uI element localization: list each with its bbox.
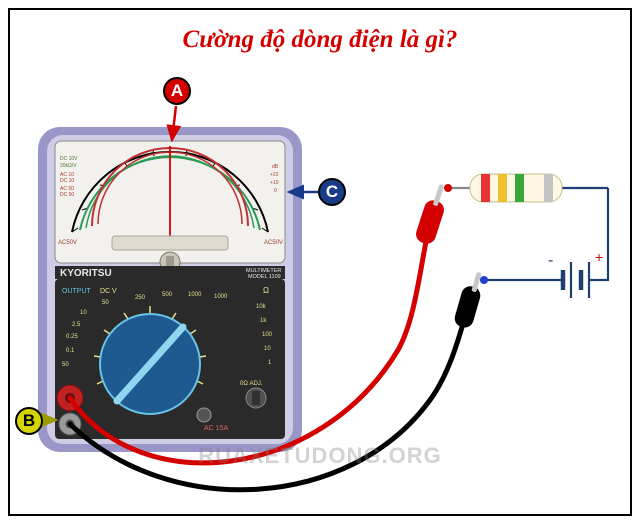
- svg-text:1000: 1000: [188, 292, 202, 298]
- svg-text:10k: 10k: [256, 304, 267, 310]
- battery-plus: +: [595, 249, 603, 265]
- svg-text:20kΩ/V: 20kΩ/V: [60, 163, 77, 169]
- diagram-scene: DC 10V 20kΩ/V AC 10 DC 10 AC 50 DC 50 AC…: [0, 0, 640, 524]
- probe-red: [414, 184, 447, 246]
- panel-dcv: DC V: [100, 288, 117, 295]
- svg-text:AC50V: AC50V: [58, 240, 77, 246]
- svg-text:10: 10: [80, 310, 87, 316]
- ac15a-jack: [197, 408, 211, 422]
- svg-text:1k: 1k: [260, 318, 267, 324]
- svg-text:50: 50: [62, 362, 69, 368]
- callout-b: B: [15, 407, 43, 435]
- svg-text:50: 50: [102, 300, 109, 306]
- resistor-band-4: [544, 174, 553, 202]
- ac15a-label: AC 15A: [204, 425, 228, 432]
- svg-text:DC 10: DC 10: [60, 178, 74, 184]
- svg-text:+10: +10: [270, 180, 279, 186]
- svg-text:1000: 1000: [214, 294, 228, 300]
- svg-text:100: 100: [262, 332, 273, 338]
- circuit: + -: [444, 174, 608, 298]
- callout-c: C: [318, 178, 346, 206]
- resistor: [470, 174, 562, 202]
- svg-text:dB: dB: [272, 164, 279, 170]
- svg-text:10: 10: [264, 346, 271, 352]
- svg-text:Ω: Ω: [263, 286, 269, 295]
- svg-text:0.1: 0.1: [66, 348, 75, 354]
- battery: + -: [548, 249, 603, 298]
- resistor-band-2: [498, 174, 507, 202]
- resistor-band-3: [515, 174, 524, 202]
- svg-text:250: 250: [135, 295, 146, 301]
- callout-a: A: [163, 77, 191, 105]
- brand-text: KYORITSU: [60, 268, 112, 279]
- svg-text:DC 50: DC 50: [60, 192, 74, 198]
- rotary-dial: [100, 314, 200, 414]
- svg-text:AC50V: AC50V: [264, 240, 283, 246]
- svg-text:0: 0: [274, 188, 277, 194]
- node-red: [444, 184, 452, 192]
- svg-text:DC 10V: DC 10V: [60, 156, 78, 162]
- battery-minus: -: [548, 252, 553, 269]
- probe-black: [453, 272, 483, 330]
- svg-text:0.25: 0.25: [66, 334, 78, 340]
- node-black: [480, 276, 488, 284]
- zero-adj-label: 0Ω ADJ.: [240, 381, 263, 387]
- svg-text:500: 500: [162, 292, 173, 298]
- svg-text:2.5: 2.5: [72, 322, 81, 328]
- panel-output: OUTPUT: [62, 288, 92, 295]
- scale-window: DC 10V 20kΩ/V AC 10 DC 10 AC 50 DC 50 AC…: [55, 141, 285, 272]
- multimeter: DC 10V 20kΩ/V AC 10 DC 10 AC 50 DC 50 AC…: [38, 127, 302, 452]
- resistor-band-1: [481, 174, 490, 202]
- svg-text:+22: +22: [270, 172, 279, 178]
